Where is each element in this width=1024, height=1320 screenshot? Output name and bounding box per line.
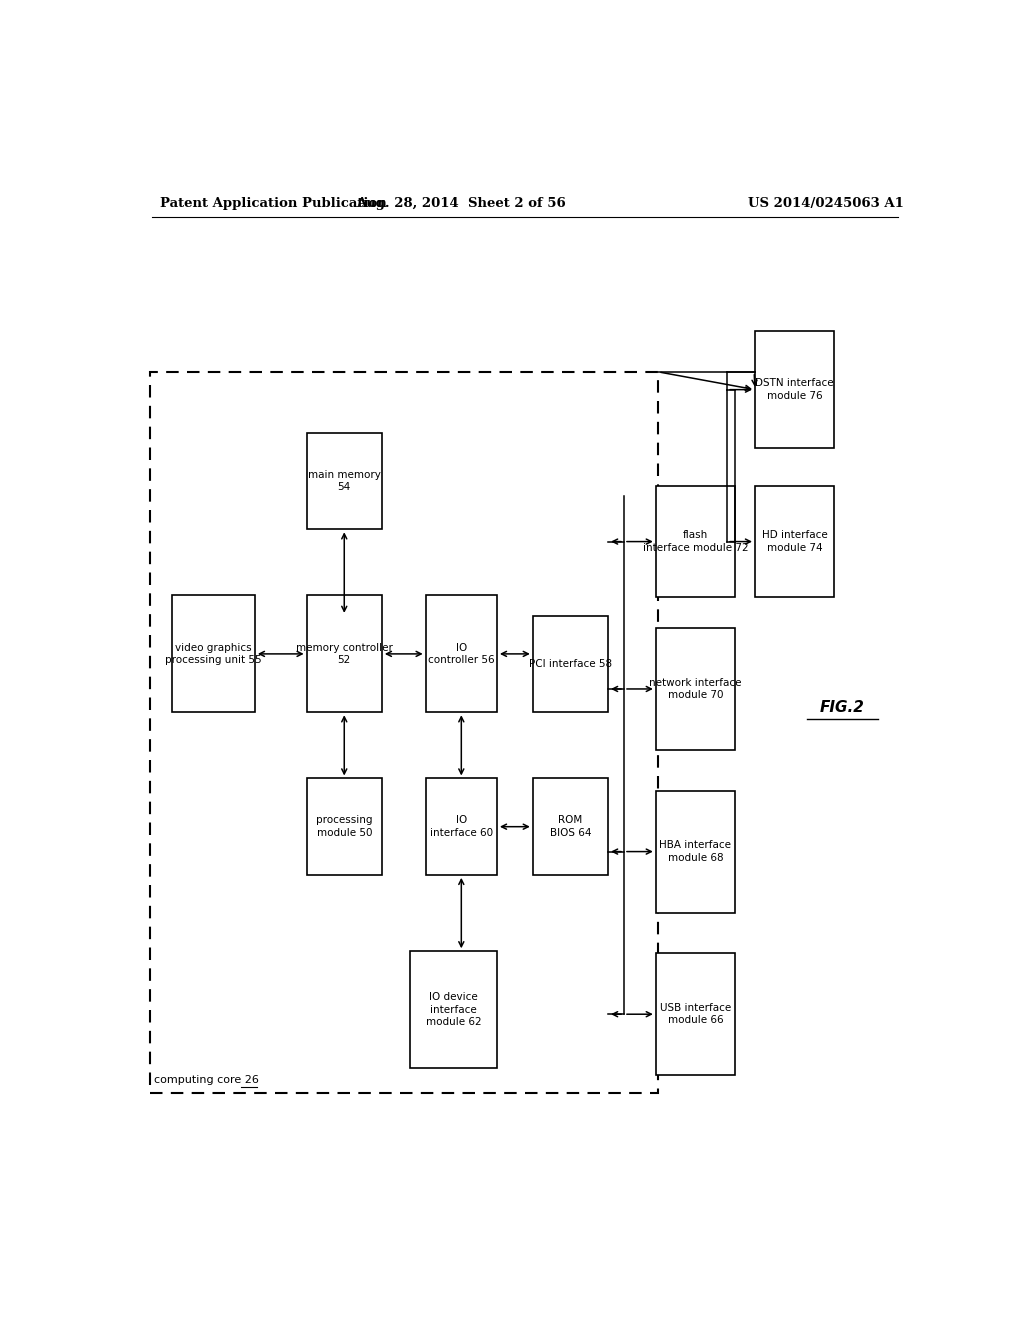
Bar: [655, 486, 735, 598]
Text: computing core 26: computing core 26: [155, 1076, 259, 1085]
Bar: [755, 331, 835, 447]
Text: PCI interface 58: PCI interface 58: [528, 659, 612, 669]
Bar: [655, 953, 735, 1076]
Bar: [172, 595, 255, 713]
Bar: [655, 791, 735, 912]
Text: network interface
module 70: network interface module 70: [649, 677, 741, 700]
Text: Patent Application Publication: Patent Application Publication: [160, 197, 386, 210]
Bar: [532, 779, 608, 875]
Bar: [306, 779, 382, 875]
Text: DSTN interface
module 76: DSTN interface module 76: [756, 379, 834, 401]
Bar: [426, 595, 497, 713]
Text: memory controller
52: memory controller 52: [296, 643, 392, 665]
Bar: [306, 433, 382, 529]
Text: IO
controller 56: IO controller 56: [428, 643, 495, 665]
Text: FIG.2: FIG.2: [820, 700, 864, 714]
Text: video graphics
processing unit 55: video graphics processing unit 55: [165, 643, 261, 665]
Text: US 2014/0245063 A1: US 2014/0245063 A1: [749, 197, 904, 210]
Bar: [410, 952, 497, 1068]
Bar: [306, 595, 382, 713]
Text: USB interface
module 66: USB interface module 66: [659, 1003, 731, 1026]
Text: IO
interface 60: IO interface 60: [430, 816, 493, 838]
Bar: [532, 615, 608, 713]
Bar: [755, 486, 835, 598]
Text: processing
module 50: processing module 50: [316, 816, 373, 838]
Bar: [655, 628, 735, 750]
Text: IO device
interface
module 62: IO device interface module 62: [426, 993, 481, 1027]
Bar: [426, 779, 497, 875]
Text: HD interface
module 74: HD interface module 74: [762, 531, 827, 553]
Bar: [151, 372, 658, 1093]
Text: flash
interface module 72: flash interface module 72: [643, 531, 749, 553]
Text: main memory
54: main memory 54: [308, 470, 381, 492]
Text: HBA interface
module 68: HBA interface module 68: [659, 841, 731, 863]
Text: ROM
BIOS 64: ROM BIOS 64: [550, 816, 591, 838]
Text: Aug. 28, 2014  Sheet 2 of 56: Aug. 28, 2014 Sheet 2 of 56: [356, 197, 566, 210]
